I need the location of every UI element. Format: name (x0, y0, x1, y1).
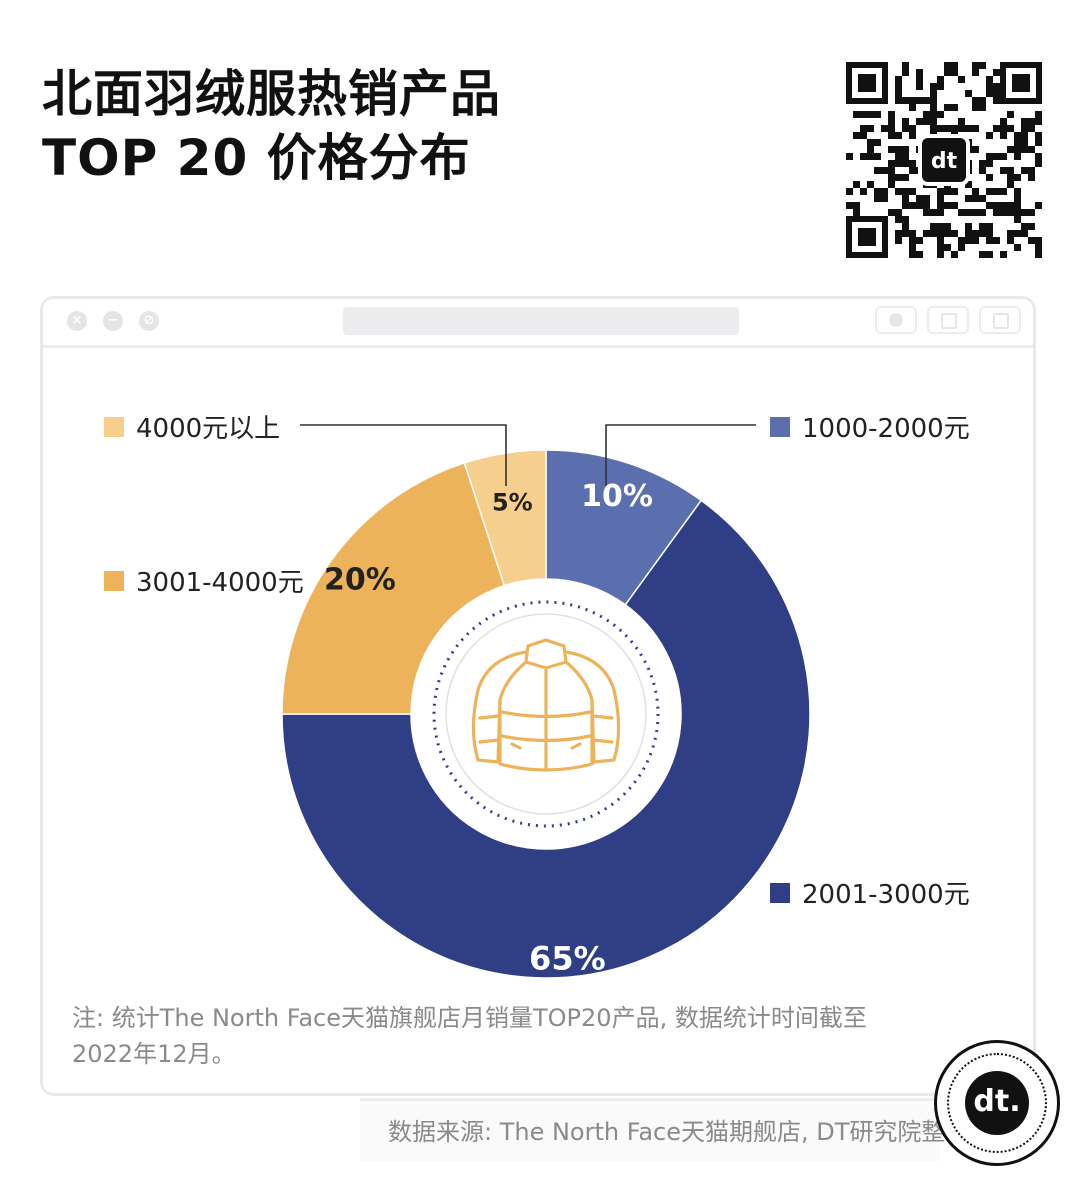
dt-logo-icon: dt. (934, 1040, 1060, 1166)
legend-swatch (770, 416, 790, 437)
legend-swatch (104, 416, 124, 437)
legend-item-4000-plus: 4000元以上 (104, 408, 280, 445)
qr-code-icon: dt (846, 62, 1042, 258)
chart-title: 北面羽绒服热销产品 TOP 20 价格分布 (42, 62, 501, 190)
record-button-icon (875, 306, 917, 334)
slice-label-1000-2000: 10% (581, 479, 653, 514)
chart-title-line2: TOP 20 价格分布 (42, 129, 471, 187)
source-tab (360, 1098, 940, 1161)
svg-text:dt: dt (931, 149, 958, 174)
legend-item-2001-3000: 2001-3000元 (770, 874, 970, 911)
legend-swatch (770, 882, 790, 903)
block-icon: ⊘ (139, 311, 159, 331)
legend-swatch (104, 570, 124, 591)
slice-label-3001-4000: 20% (324, 563, 396, 598)
slice-label-4000-plus: 5% (492, 488, 533, 516)
down-jacket-icon (471, 638, 621, 772)
close-icon: × (67, 311, 87, 331)
slice-label-2001-3000: 65% (529, 940, 606, 978)
copy-icon (979, 306, 1021, 334)
legend-label: 4000元以上 (136, 414, 281, 444)
donut-slice-4000-plus (463, 449, 547, 587)
center-inner-ring (445, 613, 647, 815)
leader-line-4000-plus (300, 424, 507, 486)
legend-label: 2001-3000元 (802, 880, 970, 910)
footnote: 注: 统计The North Face天猫旗舰店月销量TOP20产品, 数据统计… (72, 1004, 867, 1068)
window-title-bar: × − ⊘ (43, 299, 1033, 348)
address-bar (343, 307, 739, 335)
data-source: 数据来源: The North Face天猫期舰店, DT研究院整理 (388, 1118, 970, 1146)
chart-title-line1: 北面羽绒服热销产品 (42, 65, 501, 123)
minimize-icon: − (103, 311, 123, 331)
legend-item-3001-4000: 3001-4000元 (104, 562, 304, 599)
legend-label: 1000-2000元 (802, 414, 970, 444)
donut-slice-3001-4000 (281, 461, 506, 715)
donut-slice-2001-3000 (281, 499, 811, 979)
center-dotted-ring (432, 600, 660, 828)
legend-item-1000-2000: 1000-2000元 (770, 408, 970, 445)
share-icon (927, 306, 969, 334)
legend-label: 3001-4000元 (136, 568, 304, 598)
leader-line-1000-2000 (605, 424, 756, 486)
logo-text: dt. (965, 1071, 1029, 1135)
